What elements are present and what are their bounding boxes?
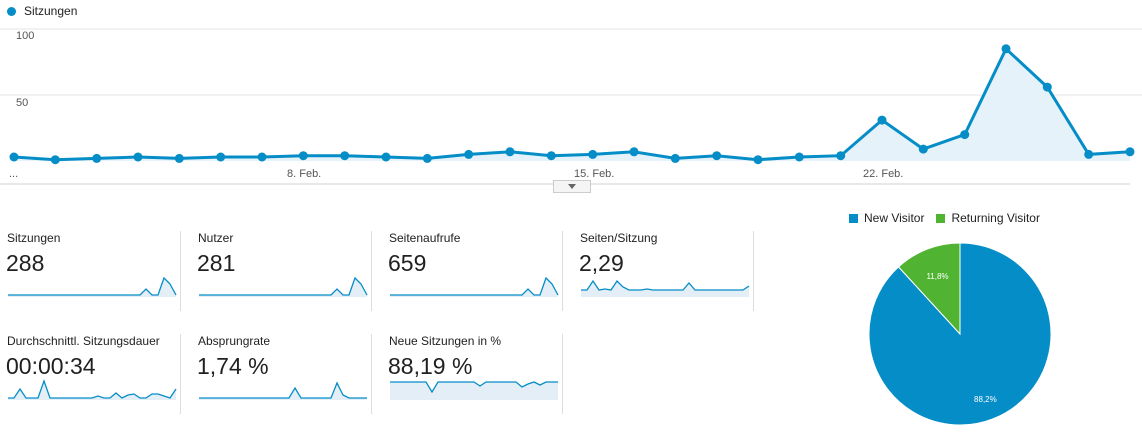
legend-new-visitor[interactable]: New Visitor — [849, 211, 924, 225]
pie-legend: New Visitor Returning Visitor — [849, 211, 1040, 225]
sessions-line — [13, 46, 1131, 162]
x-tick-start: ... — [9, 168, 18, 180]
y-tick-50: 50 — [16, 97, 28, 109]
sparkline-avg-session-duration — [8, 379, 177, 400]
metric-users[interactable]: Nutzer 281 — [191, 231, 372, 311]
sparkline-bounce-rate — [199, 381, 367, 400]
data-point-20[interactable] — [836, 151, 846, 161]
data-point-0[interactable] — [9, 152, 19, 162]
data-point-9[interactable] — [381, 152, 391, 162]
metric-sessions[interactable]: Sitzungen 288 — [0, 231, 181, 311]
metric-value: 1,74 % — [197, 353, 269, 379]
data-point-10[interactable] — [422, 153, 432, 163]
metric-new-sessions-percent[interactable]: Neue Sitzungen in % 88,19 % — [382, 334, 563, 414]
data-point-8[interactable] — [340, 151, 350, 161]
data-point-24[interactable] — [1001, 44, 1011, 54]
legend-new-visitor-label: New Visitor — [864, 211, 925, 225]
metric-label: Absprungrate — [198, 334, 271, 348]
metric-value: 2,29 — [579, 250, 624, 276]
data-point-6[interactable] — [257, 152, 267, 162]
data-point-26[interactable] — [1084, 149, 1094, 159]
metric-label: Neue Sitzungen in % — [389, 334, 502, 348]
sparkline-users — [199, 276, 368, 297]
metric-label: Durchschnittl. Sitzungsdauer — [7, 334, 160, 348]
x-tick-22-feb: 22. Feb. — [863, 168, 903, 180]
metric-value: 00:00:34 — [6, 353, 96, 379]
new-visitor-swatch — [849, 213, 858, 223]
data-point-3[interactable] — [133, 152, 143, 162]
metric-value: 288 — [6, 250, 45, 276]
y-tick-100: 100 — [16, 30, 34, 42]
pie-label-new-visitor: 88,2% — [974, 395, 997, 404]
data-point-7[interactable] — [298, 151, 308, 161]
data-point-19[interactable] — [794, 152, 804, 162]
data-point-23[interactable] — [960, 130, 970, 140]
collapse-chart-button[interactable] — [553, 180, 591, 193]
main-chart-legend[interactable]: Sitzungen — [7, 4, 77, 18]
data-point-18[interactable] — [753, 155, 763, 165]
sparkline-sessions — [8, 276, 177, 297]
metric-pageviews[interactable]: Seitenaufrufe 659 — [382, 231, 563, 311]
x-tick-8-feb: 8. Feb. — [287, 168, 321, 180]
metric-bounce-rate[interactable]: Absprungrate 1,74 % — [191, 334, 372, 414]
metric-avg-session-duration[interactable]: Durchschnittl. Sitzungsdauer 00:00:34 — [0, 334, 181, 414]
sessions-area-fill — [14, 48, 1130, 161]
data-point-12[interactable] — [505, 147, 515, 157]
metric-pages-per-session[interactable]: Seiten/Sitzung 2,29 — [573, 231, 754, 311]
legend-returning-visitor-label: Returning Visitor — [951, 211, 1040, 225]
metric-value: 88,19 % — [388, 353, 473, 379]
data-point-2[interactable] — [92, 153, 102, 163]
metric-label: Nutzer — [198, 231, 234, 245]
data-point-4[interactable] — [174, 153, 184, 163]
metric-label: Sitzungen — [7, 231, 61, 245]
data-point-21[interactable] — [877, 115, 887, 125]
data-point-1[interactable] — [50, 155, 60, 165]
metric-label: Seitenaufrufe — [389, 231, 461, 245]
data-point-11[interactable] — [464, 149, 474, 159]
x-tick-15-feb: 15. Feb. — [574, 168, 614, 180]
data-point-16[interactable] — [670, 153, 680, 163]
data-point-25[interactable] — [1042, 82, 1052, 92]
data-point-13[interactable] — [546, 151, 556, 161]
data-point-27[interactable] — [1125, 147, 1135, 157]
metric-label: Seiten/Sitzung — [580, 231, 658, 245]
pie-slice-returning-visitor[interactable] — [897, 242, 961, 336]
data-point-22[interactable] — [918, 144, 928, 154]
main-chart-legend-label: Sitzungen — [24, 4, 78, 18]
legend-returning-visitor[interactable]: Returning Visitor — [936, 211, 1040, 225]
sessions-line-chart[interactable]: 100 50 ... 8. Feb. 15. Feb. 22. Feb. — [0, 0, 1142, 200]
metric-value: 659 — [388, 250, 427, 276]
visitor-type-pie-chart[interactable]: 88,2% 11,8% — [860, 234, 1060, 434]
series-color-dot — [7, 6, 16, 16]
data-point-14[interactable] — [588, 149, 598, 159]
sparkline-new-sessions-percent — [390, 381, 558, 400]
pie-label-returning-visitor: 11,8% — [926, 272, 948, 281]
returning-visitor-swatch — [936, 213, 946, 223]
data-point-5[interactable] — [216, 152, 226, 162]
metric-value: 281 — [197, 250, 236, 276]
data-point-17[interactable] — [712, 151, 722, 161]
sparkline-pages-per-session — [581, 279, 750, 297]
sessions-series[interactable] — [9, 44, 1135, 165]
data-point-15[interactable] — [629, 147, 639, 157]
sparkline-pageviews — [390, 276, 559, 297]
